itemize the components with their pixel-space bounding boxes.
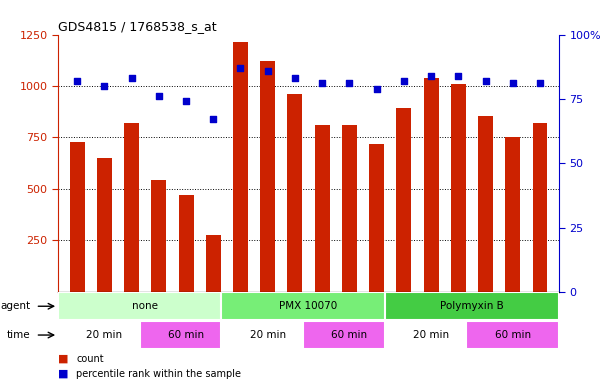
Bar	[287, 94, 302, 292]
Bar	[58, 293, 232, 320]
Text: 60 min: 60 min	[331, 330, 367, 340]
Bar	[397, 108, 411, 292]
Point	[508, 80, 518, 86]
Point	[208, 116, 218, 122]
Bar	[369, 144, 384, 292]
Bar	[178, 195, 194, 292]
Point	[126, 75, 136, 81]
Point	[399, 78, 409, 84]
Bar	[342, 125, 357, 292]
Text: 20 min: 20 min	[413, 330, 449, 340]
Text: 60 min: 60 min	[168, 330, 204, 340]
Bar	[124, 123, 139, 292]
Point	[181, 98, 191, 104]
Bar	[233, 42, 248, 292]
Point	[345, 80, 354, 86]
Point	[154, 93, 164, 99]
Text: ■: ■	[58, 369, 68, 379]
Bar	[315, 125, 330, 292]
Text: count: count	[76, 354, 104, 364]
Point	[453, 73, 463, 79]
Bar	[140, 321, 232, 349]
Bar	[206, 235, 221, 292]
Point	[426, 73, 436, 79]
Text: PMX 10070: PMX 10070	[279, 301, 338, 311]
Text: time: time	[7, 330, 31, 340]
Bar	[58, 321, 151, 349]
Bar	[451, 84, 466, 292]
Bar	[423, 78, 439, 292]
Point	[317, 80, 327, 86]
Text: 20 min: 20 min	[86, 330, 122, 340]
Text: Polymyxin B: Polymyxin B	[440, 301, 504, 311]
Text: none: none	[132, 301, 158, 311]
Text: 20 min: 20 min	[250, 330, 286, 340]
Point	[290, 75, 300, 81]
Bar	[260, 61, 275, 292]
Bar	[221, 293, 396, 320]
Bar	[385, 293, 559, 320]
Point	[263, 68, 273, 74]
Point	[100, 83, 109, 89]
Text: 60 min: 60 min	[495, 330, 531, 340]
Bar	[97, 158, 112, 292]
Bar	[152, 180, 166, 292]
Bar	[385, 321, 477, 349]
Bar	[70, 142, 84, 292]
Point	[236, 65, 246, 71]
Point	[371, 86, 381, 92]
Bar	[221, 321, 314, 349]
Point	[72, 78, 82, 84]
Point	[535, 80, 545, 86]
Bar	[533, 123, 547, 292]
Bar	[303, 321, 396, 349]
Text: agent: agent	[1, 301, 31, 311]
Point	[481, 78, 491, 84]
Bar	[505, 137, 520, 292]
Bar	[466, 321, 559, 349]
Text: ■: ■	[58, 354, 68, 364]
Bar	[478, 116, 493, 292]
Text: percentile rank within the sample: percentile rank within the sample	[76, 369, 241, 379]
Text: GDS4815 / 1768538_s_at: GDS4815 / 1768538_s_at	[58, 20, 217, 33]
